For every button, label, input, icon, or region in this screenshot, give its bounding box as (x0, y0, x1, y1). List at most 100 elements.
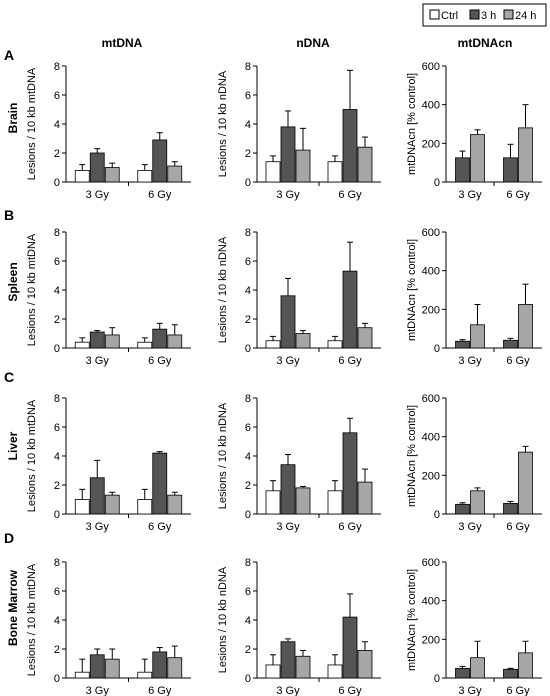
panel-b-mtdnacn-y-tick-label: 200 (422, 304, 440, 316)
panel-a-mtdna-bar-ctrl-3-gy (74, 169, 90, 183)
panel-d-ndna-y-tick-label: 2 (245, 644, 251, 656)
panel-a-mtdna-bar-24-h-3-gy (104, 167, 120, 183)
panel-d-mtdna-y-axis-label: Lesions / 10 kb mtDNA (26, 563, 38, 676)
panel-b-mtdna-y-tick-label: 0 (54, 343, 60, 355)
panel-d-ndna-y-tick-label: 4 (245, 615, 251, 627)
panel-d-mtdna-bar-ctrl-6-gy (137, 671, 153, 679)
panel-d-mtdnacn-bar-24-h-3-gy (470, 657, 485, 679)
panel-b-mtdna-bar-ctrl-6-gy (137, 341, 153, 349)
panel-d-mtdnacn-y-axis-label: mtDNAcn [% control] (406, 569, 418, 671)
panel-b-mtdna-bar-24-h-6-gy (167, 334, 183, 349)
panel-b-mtdna: 0 2 4 6 8 Lesions / 10 kb mtDNA 3 Gy 6 Gy (26, 227, 191, 367)
panel-a-mtdna-bar-ctrl-6-gy (137, 169, 153, 183)
panel-a-ndna-bar-24-h-3-gy (295, 149, 311, 183)
panel-b-mtdnacn-bar-3-h-6-gy (503, 339, 518, 349)
panel-c-ndna-y-tick-label: 8 (245, 393, 251, 405)
panel-d-ndna-bar-3-h-6-gy (342, 616, 358, 679)
legend-label-ctrl: Ctrl (441, 10, 458, 22)
panel-b-ndna-bar-ctrl-3-gy (265, 340, 281, 349)
panel-a-mtdna-y-tick-label: 2 (54, 148, 60, 160)
panel-a-mtdna-y-axis-label: Lesions / 10 kb mtDNA (26, 67, 38, 180)
panel-c-ndna-bar-ctrl-6-gy (327, 490, 343, 515)
panel-d-mtdna-bar-24-h-3-gy (104, 658, 120, 679)
panel-b-ndna-bar-24-h-6-gy (357, 327, 373, 349)
panel-a-ndna-y-tick-label: 0 (245, 177, 251, 189)
panel-b-mtdna-y-tick-label: 8 (54, 227, 60, 239)
panel-c-ndna-y-tick-label: 4 (245, 451, 251, 463)
panel-c-mtdnacn: 0 200 400 600 mtDNAcn [% control] 3 Gy 6 Gy (406, 393, 542, 533)
panel-a-mtdna: 0 2 4 6 8 Lesions / 10 kb mtDNA 3 Gy 6 Gy (26, 61, 191, 201)
panel-letter-d: D (4, 530, 14, 546)
panel-c-mtdnacn-bar-3-h-3-gy (455, 503, 470, 515)
panel-b-mtdnacn-y-tick-label: 600 (422, 227, 440, 239)
panel-a-ndna-bar-ctrl-3-gy (265, 161, 281, 183)
panel-b-ndna-bar-3-h-6-gy (342, 270, 358, 349)
panel-a-mtdna-y-tick-label: 4 (54, 119, 60, 131)
panel-d-ndna-y-tick-label: 0 (245, 673, 251, 685)
chart-panels: 0 2 4 6 8 Lesions / 10 kb mtDNA 3 Gy 6 Gy 0 2 4 6 8 L… (26, 61, 542, 696)
panel-a-ndna-bar-ctrl-6-gy (327, 161, 343, 183)
panel-a-ndna-category-label: 6 Gy (338, 189, 362, 201)
panel-a-ndna-bar-3-h-6-gy (342, 109, 358, 183)
panel-b-ndna: 0 2 4 6 8 Lesions / 10 kb nDNA 3 Gy 6 Gy (217, 227, 381, 367)
panel-c-ndna-y-tick-label: 2 (245, 480, 251, 492)
panel-d-mtdna: 0 2 4 6 8 Lesions / 10 kb mtDNA 3 Gy 6 Gy (26, 557, 191, 696)
panel-c-mtdna-y-tick-label: 6 (54, 422, 60, 434)
panel-c-ndna-y-axis-label: Lesions / 10 kb nDNA (217, 402, 229, 509)
panel-c-mtdna-bar-24-h-3-gy (104, 494, 120, 515)
panel-d-ndna-y-axis-label: Lesions / 10 kb nDNA (217, 566, 229, 673)
panel-d-mtdnacn-bar-3-h-6-gy (503, 668, 518, 679)
panel-a-mtdnacn-bar-3-h-6-gy (503, 157, 518, 183)
panel-d-mtdna-bar-3-h-6-gy (152, 651, 168, 679)
panel-c-mtdna-bar-ctrl-3-gy (74, 499, 90, 515)
panel-b-mtdnacn-y-tick-label: 400 (422, 266, 440, 278)
panel-b-mtdna-y-tick-label: 2 (54, 314, 60, 326)
panel-d-mtdnacn-bar-3-h-3-gy (455, 667, 470, 679)
panel-a-ndna-y-tick-label: 2 (245, 148, 251, 160)
panel-c-mtdnacn-y-tick-label: 400 (422, 432, 440, 444)
panel-letter-b: B (4, 207, 14, 223)
panel-a-ndna-y-axis-label: Lesions / 10 kb nDNA (217, 70, 229, 177)
panel-d-ndna-category-label: 3 Gy (276, 685, 300, 696)
column-header-mtdnacn: mtDNAcn (458, 36, 513, 50)
panel-b-ndna-y-tick-label: 4 (245, 285, 251, 297)
panel-d-mtdna-y-tick-label: 6 (54, 586, 60, 598)
panel-c-mtdnacn-y-tick-label: 200 (422, 470, 440, 482)
panel-b-ndna-bar-ctrl-6-gy (327, 340, 343, 349)
legend-label-3h: 3 h (481, 10, 496, 22)
panel-a-mtdnacn-y-tick-label: 400 (422, 100, 440, 112)
row-label-brain: Brain (6, 103, 20, 134)
panel-c-mtdna-category-label: 3 Gy (86, 521, 110, 533)
panel-a-mtdnacn-y-tick-label: 600 (422, 61, 440, 73)
row-label-bone-marrow: Bone Marrow (6, 569, 20, 646)
panel-b-mtdnacn-y-tick-label: 0 (434, 343, 440, 355)
panel-b-ndna-y-tick-label: 2 (245, 314, 251, 326)
panel-d-ndna-bar-24-h-6-gy (357, 650, 373, 679)
panel-d-mtdna-y-tick-label: 2 (54, 644, 60, 656)
panel-letter-c: C (4, 369, 14, 385)
panel-c-ndna: 0 2 4 6 8 Lesions / 10 kb nDNA 3 Gy 6 Gy (217, 393, 381, 533)
panel-b-mtdnacn-bar-24-h-6-gy (518, 304, 533, 349)
panel-b-mtdna-bar-24-h-3-gy (104, 334, 120, 349)
panel-d-mtdna-bar-3-h-3-gy (89, 654, 105, 679)
panel-d-ndna-bar-24-h-3-gy (295, 655, 311, 679)
panel-c-mtdnacn-y-tick-label: 600 (422, 393, 440, 405)
column-header-ndna: nDNA (296, 36, 330, 50)
panel-c-ndna-bar-3-h-3-gy (280, 464, 296, 515)
panel-c-mtdnacn-y-axis-label: mtDNAcn [% control] (406, 405, 418, 507)
panel-b-mtdnacn-bar-24-h-3-gy (470, 324, 485, 349)
panel-b-ndna-y-axis-label: Lesions / 10 kb nDNA (217, 236, 229, 343)
panel-letter-a: A (4, 47, 14, 63)
panel-c-mtdna-y-axis-label: Lesions / 10 kb mtDNA (26, 399, 38, 512)
panel-a-ndna-category-label: 3 Gy (276, 189, 300, 201)
panel-a-mtdnacn-bar-24-h-3-gy (470, 134, 485, 183)
panel-d-mtdna-bar-ctrl-3-gy (74, 671, 90, 679)
panel-d-ndna-category-label: 6 Gy (338, 685, 362, 696)
panel-d-mtdnacn-y-tick-label: 400 (422, 596, 440, 608)
panel-b-ndna-y-tick-label: 0 (245, 343, 251, 355)
panel-a-ndna-y-tick-label: 8 (245, 61, 251, 73)
panel-c-ndna-bar-ctrl-3-gy (265, 490, 281, 515)
panel-b-mtdna-bar-3-h-3-gy (89, 331, 105, 349)
panel-c-mtdnacn-bar-3-h-6-gy (503, 502, 518, 515)
